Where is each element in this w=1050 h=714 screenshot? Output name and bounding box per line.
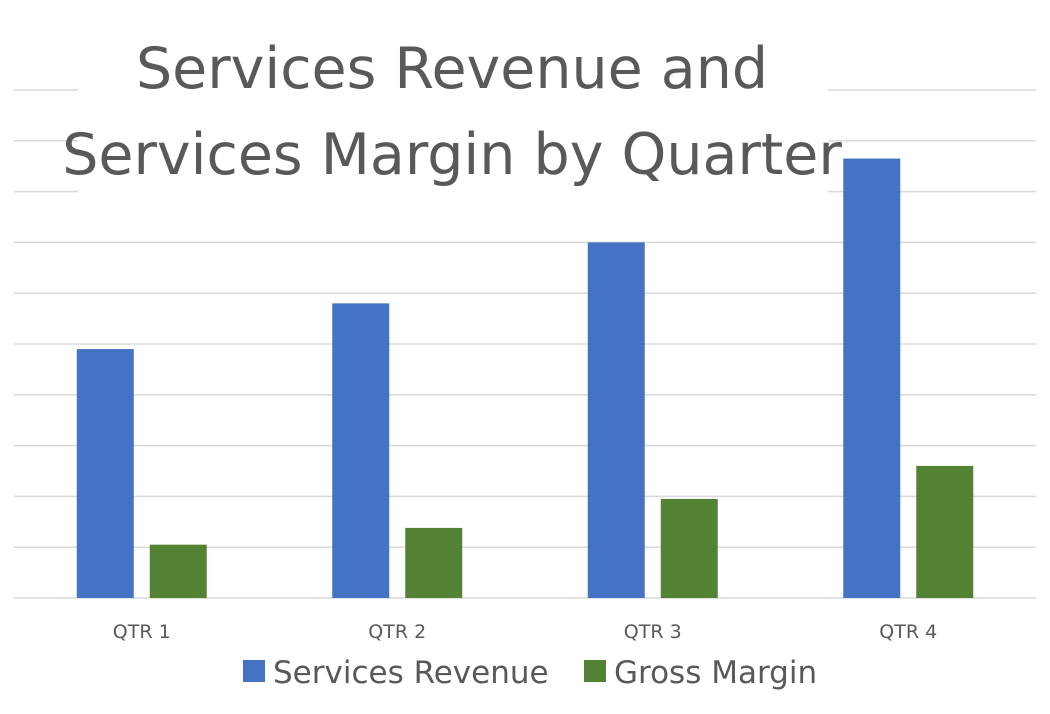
legend: Services Revenue Gross Margin [243, 655, 817, 691]
bar-services-revenue-q3 [587, 242, 645, 598]
legend-label-services-revenue: Services Revenue [273, 655, 549, 691]
x-tick-label: QTR 3 [624, 621, 682, 643]
bar-gross-margin-q1 [149, 544, 207, 598]
chart-title-background [78, 20, 828, 195]
x-tick-label: QTR 4 [879, 621, 937, 643]
bar-gross-margin-q4 [916, 465, 974, 598]
x-tick-label: QTR 2 [368, 621, 426, 643]
bar-gross-margin-q3 [660, 498, 718, 598]
bar-services-revenue-q1 [76, 349, 134, 598]
x-tick-label: QTR 1 [113, 621, 171, 643]
legend-swatch-gross-margin [584, 660, 606, 682]
chart-title: Services Revenue and Services Margin by … [62, 20, 842, 195]
bar-gross-margin-q2 [405, 527, 463, 598]
bar-services-revenue-q2 [332, 303, 390, 598]
legend-label-gross-margin: Gross Margin [614, 655, 817, 691]
legend-swatch-services-revenue [243, 660, 265, 682]
chart-title-line-2: Services Margin by Quarter [62, 122, 842, 188]
x-tick-labels: QTR 1 QTR 2 QTR 3 QTR 4 [113, 621, 937, 643]
bars [76, 158, 974, 598]
bar-services-revenue-q4 [843, 158, 901, 598]
chart-title-line-1: Services Revenue and [136, 36, 768, 102]
